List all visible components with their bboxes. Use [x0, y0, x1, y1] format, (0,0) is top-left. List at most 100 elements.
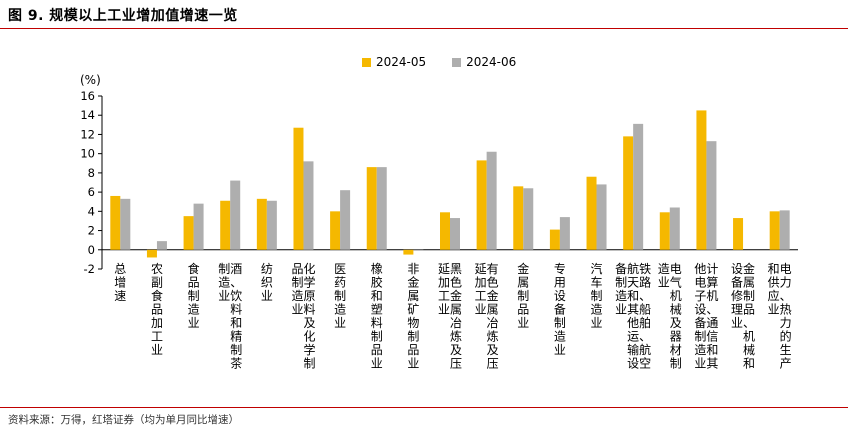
category-label-char: 黑 — [450, 262, 462, 276]
category-label-char: 胶 — [371, 275, 383, 290]
bar-2024-05-8 — [366, 167, 377, 250]
bar-2024-06-12 — [523, 188, 534, 250]
category-label-char: 子 — [694, 289, 706, 303]
category-label-char: 他 — [694, 262, 706, 276]
category-label-char: 械 — [743, 342, 755, 357]
category-label-char: 延 — [438, 262, 450, 276]
category-label-char: 路 — [639, 275, 651, 290]
category-label-char: 原 — [303, 289, 315, 303]
category-label-char: 加 — [151, 316, 163, 330]
bar-2024-06-2 — [156, 241, 167, 250]
category-label-char: 制 — [291, 276, 303, 290]
category-label-char: 其 — [706, 357, 718, 371]
category-label-char: 用 — [554, 276, 566, 290]
category-label-char: 造 — [188, 303, 200, 317]
legend-label-2024-06: 2024-06 — [466, 55, 517, 69]
category-label-char: 茶 — [230, 356, 242, 371]
category-label-char: 制 — [554, 316, 566, 330]
legend-item-2024-06: 2024-06 — [452, 55, 516, 69]
category-label-char: 工 — [438, 289, 450, 303]
category-label-char: 加 — [438, 276, 450, 290]
category-label-char: 加 — [475, 276, 487, 290]
y-tick-label: 0 — [88, 243, 95, 257]
legend-swatch-2024-06 — [452, 57, 462, 67]
category-label-char: 力 — [780, 316, 792, 330]
category-label-char: 物 — [407, 316, 419, 330]
y-tick-label: 2 — [88, 224, 95, 238]
bar-2024-06-14 — [596, 184, 607, 250]
category-label-char: 、 — [639, 330, 651, 344]
category-label-char: 造 — [334, 303, 346, 317]
bar-2024-05-10 — [440, 212, 450, 250]
category-label-char: 非 — [407, 262, 419, 276]
category-label-char: 机 — [670, 289, 682, 303]
category-label-char: 农 — [151, 262, 163, 276]
category-label-char: 、 — [743, 316, 755, 330]
category-label-char: 造 — [591, 303, 603, 317]
bar-2024-05-17 — [696, 110, 707, 250]
category-label-char: 业 — [261, 289, 273, 303]
category-label-char: 属 — [743, 276, 755, 290]
bar-2024-05-4 — [220, 200, 231, 250]
category-label-char: 制 — [615, 276, 627, 290]
figure-title: 图 9. 规模以上工业增加值增速一览 — [8, 8, 238, 24]
category-label-char: 副 — [151, 276, 163, 290]
category-label-char: 品 — [151, 303, 163, 317]
category-label-char: 业 — [658, 276, 670, 290]
category-label-char: 及 — [303, 316, 315, 330]
category-label-char: 和 — [706, 343, 718, 357]
category-label-char: 气 — [670, 275, 682, 290]
category-label-char: 医 — [334, 262, 346, 276]
category-label-char: 舶 — [639, 315, 651, 330]
category-label-char: 制 — [694, 330, 706, 344]
category-label-char: 运 — [627, 330, 639, 344]
category-label-char: 业 — [371, 357, 383, 371]
bar-2024-06-15 — [633, 123, 644, 250]
category-label-char: 制 — [334, 289, 346, 303]
category-label-char: 品 — [743, 303, 755, 317]
category-label-char: 业 — [554, 343, 566, 357]
category-label-char: 属 — [517, 276, 529, 290]
y-tick-label: 6 — [88, 185, 95, 199]
category-label-char: 炼 — [450, 329, 462, 344]
category-label-char: 航 — [627, 261, 639, 276]
category-label-char: 铁 — [639, 262, 651, 276]
category-label-char: 、 — [230, 276, 242, 290]
category-label-char: 业 — [407, 357, 419, 371]
category-label-char: 制 — [670, 357, 682, 371]
category-label-char: 造 — [218, 276, 230, 290]
category-label-char: 工 — [475, 289, 487, 303]
category-label-char: 制 — [517, 289, 529, 303]
bar-2024-05-1 — [110, 195, 121, 250]
y-tick-label: -2 — [84, 262, 95, 276]
category-label-char: 制 — [230, 343, 242, 357]
bar-2024-06-6 — [303, 161, 314, 250]
category-label-char: 色 — [450, 276, 462, 290]
category-label-char: 造 — [554, 330, 566, 344]
category-label-char: 冶 — [487, 316, 499, 330]
category-label-char: 输 — [627, 342, 639, 357]
legend-label-2024-05: 2024-05 — [376, 55, 427, 69]
category-label-char: 业 — [475, 303, 487, 317]
category-label-char: 料 — [303, 303, 315, 317]
category-label-char: 业 — [438, 303, 450, 317]
category-label-char: 金 — [407, 275, 419, 290]
category-label-char: 和 — [743, 357, 755, 371]
bar-2024-06-13 — [559, 217, 570, 250]
category-label-char: 品 — [517, 303, 529, 317]
category-label-char: 航 — [639, 342, 651, 357]
category-label-char: 属 — [450, 303, 462, 317]
category-label-char: 船 — [639, 303, 651, 317]
category-label-char: 矿 — [407, 303, 419, 317]
category-label-char: 汽 — [591, 261, 603, 276]
category-label-char: 制 — [218, 262, 230, 276]
category-label-char: 金 — [450, 288, 462, 303]
legend: 2024-05 2024-06 — [362, 55, 516, 69]
